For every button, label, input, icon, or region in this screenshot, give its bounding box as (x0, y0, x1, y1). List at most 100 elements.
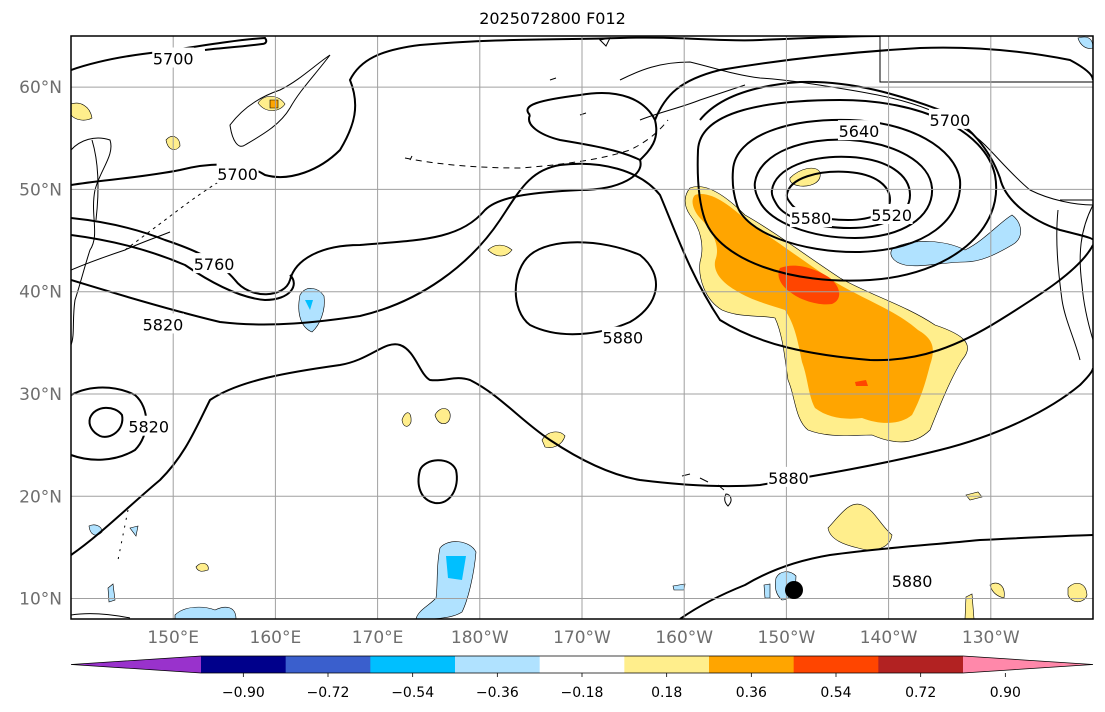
contour-label-9: 5700 (930, 111, 971, 130)
colorbar-label-6: 0.36 (736, 685, 767, 701)
plot-frame (70, 35, 1094, 620)
contour-label-6: 5880 (768, 469, 809, 488)
positive-anomaly-patch (195, 562, 209, 572)
lon-label-2: 170°E (352, 628, 404, 648)
contour-label-3: 5820 (143, 315, 184, 334)
north-america-coast (1079, 204, 1093, 341)
positive-anomaly-patch (487, 244, 513, 257)
contour-label-bg-7 (891, 570, 934, 591)
colorbar-outline (70, 655, 1094, 674)
lon-label-0: 150°E (147, 628, 199, 648)
contour-label-5: 5880 (603, 329, 644, 348)
colorbar-label-8: 0.72 (905, 685, 936, 701)
contour-5760 (71, 234, 295, 302)
colorbar-label-1: −0.72 (307, 685, 350, 701)
positive-anomaly-patch (541, 431, 566, 448)
lon-label-4: 170°W (553, 628, 611, 648)
contour-5700-east (654, 46, 1093, 121)
contour-label-bg-11 (870, 203, 913, 224)
colorbar-segment-3 (455, 656, 541, 673)
contour-5880-north (71, 343, 1093, 556)
positive-anomaly-orange-dot (269, 99, 279, 109)
positive-anomaly-patch (401, 412, 412, 427)
contour-label-7: 5880 (892, 572, 933, 591)
positive-anomaly-patch (434, 408, 451, 424)
colorbar-segment-6 (709, 656, 795, 673)
negative-anomaly-patch (763, 583, 771, 599)
negative-anomaly-patch (107, 583, 116, 603)
colorbar: −0.90 −0.72 −0.54 −0.36 −0.18 0.18 0.36 0.54 0.7… (70, 655, 1094, 701)
contour-labels: 5700 5700 5760 5820 5820 5880 5880 5880 5640 5700… (127, 47, 971, 591)
positive-anomaly-patch (71, 102, 93, 121)
contour-5700-west (71, 36, 268, 71)
lon-label-1: 160°E (250, 628, 302, 648)
contour-5880-south (679, 534, 1093, 619)
contour-5700-arc (526, 91, 658, 161)
contour-5580-ring (753, 138, 934, 240)
positive-anomaly-patch (989, 582, 1005, 599)
lat-label-1: 50°N (19, 180, 62, 200)
lat-label-2: 40°N (19, 283, 62, 303)
graticule (71, 36, 1093, 619)
colorbar-label-4: −0.18 (561, 685, 604, 701)
colorbar-label-9: 0.90 (990, 685, 1021, 701)
negative-anomaly-patch (129, 525, 139, 537)
equatorial-coast (71, 613, 131, 619)
positive-anomaly-orange (692, 194, 933, 423)
kuril-islands (124, 167, 241, 251)
colorbar-segment-4 (539, 656, 625, 673)
location-marker (785, 581, 803, 599)
map-title: 2025072800 F012 (479, 9, 626, 28)
contour-label-bg-3 (141, 313, 184, 334)
colorbar-label-0: −0.90 (222, 685, 265, 701)
contour-5880-small (417, 459, 458, 505)
hawaii-islands (681, 473, 732, 507)
lon-label-6: 150°W (758, 628, 816, 648)
contour-5880-high (514, 241, 657, 336)
contour-label-bg-2 (193, 253, 236, 274)
lat-label-0: 60°N (19, 78, 62, 98)
contour-label-bg-8 (837, 120, 880, 141)
lon-label-8: 130°W (962, 628, 1020, 648)
contour-5700-mid (71, 36, 881, 186)
colorbar-label-2: −0.54 (391, 685, 434, 701)
north-america-coast-2 (1056, 209, 1081, 361)
colorbar-segment-1 (285, 656, 371, 673)
positive-anomaly-patch (1067, 582, 1088, 603)
lat-label-4: 20°N (19, 487, 62, 507)
sakhalin-coast (91, 139, 99, 221)
lon-label-7: 140°W (860, 628, 918, 648)
latitude-labels: 60°N 50°N 40°N 30°N 20°N 10°N (19, 78, 62, 609)
contour-5820-small (88, 406, 124, 438)
positive-anomaly-red-dot (855, 380, 868, 386)
kamchatka-coast (229, 54, 331, 147)
negative-anomaly-patch (174, 606, 237, 619)
colorbar-label-3: −0.36 (476, 685, 519, 701)
contour-label-4: 5820 (128, 418, 169, 437)
contour-label-2: 5760 (194, 255, 235, 274)
contour-label-8: 5640 (839, 122, 880, 141)
contour-label-bg-1 (216, 163, 259, 184)
colorbar-label-5: 0.18 (651, 685, 682, 701)
longitude-labels: 150°E 160°E 170°E 180°W 170°W 160°W 150°W 140°W… (147, 628, 1020, 648)
colorbar-segment-7 (793, 656, 879, 673)
lon-label-5: 160°W (655, 628, 713, 648)
contour-5640-ring (731, 118, 962, 254)
negative-anomaly-patch (890, 214, 1021, 267)
colorbar-segment-0 (201, 656, 287, 673)
pacific-island (409, 77, 587, 161)
contour-label-bg-6 (767, 466, 810, 487)
contour-5820-north (71, 162, 1093, 362)
contour-label-bg-0 (152, 47, 195, 68)
colorbar-extend-low (71, 656, 201, 673)
contour-label-11: 5520 (871, 206, 912, 225)
negative-anomaly-patch-dark (305, 300, 313, 310)
negative-anomaly-patch-dark (446, 556, 466, 580)
contour-label-1: 5700 (217, 165, 258, 184)
lat-label-3: 30°N (19, 385, 62, 405)
colorbar-label-7: 0.54 (820, 685, 851, 701)
lat-label-5: 10°N (19, 590, 62, 610)
contour-label-0: 5700 (153, 50, 194, 69)
lon-label-3: 180°W (451, 628, 509, 648)
